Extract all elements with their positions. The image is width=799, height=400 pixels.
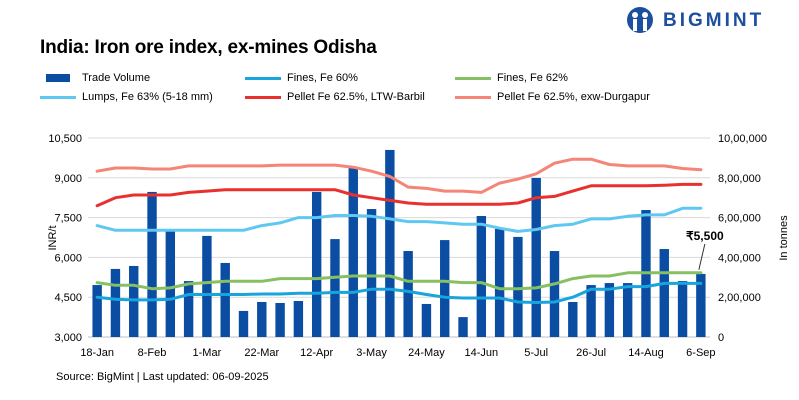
y-axis-label: INR/t [47, 225, 59, 250]
y2-tick-label: 0 [718, 332, 724, 344]
legend-label: Pellet Fe 62.5%, exw-Durgapur [497, 91, 650, 103]
trade-volume-bar [202, 235, 212, 337]
y-tick-label: 9,000 [54, 173, 82, 185]
legend-swatch [245, 95, 281, 99]
x-tick-label: 14-Aug [628, 347, 663, 359]
y2-tick-label: 6,00,000 [718, 213, 761, 225]
fines-62-line [95, 271, 703, 291]
legend-item: Fines, Fe 60% [245, 72, 358, 84]
legend-label: Trade Volume [82, 72, 151, 84]
trade-volume-bar [403, 251, 413, 337]
x-tick-label: 8-Feb [138, 347, 167, 359]
legend-swatch [40, 95, 76, 99]
trade-volume-bar [311, 191, 322, 337]
logo-text: BIGMINT [663, 10, 765, 31]
trade-volume-bar [92, 285, 102, 337]
x-tick-label: 3-May [356, 347, 387, 359]
x-tick-label: 22-Mar [244, 347, 279, 359]
trade-volume-bar [458, 317, 468, 337]
y2-tick-label: 2,00,000 [718, 292, 761, 304]
y-tick-label: 4,500 [54, 292, 82, 304]
x-tick-label: 1-Mar [193, 347, 222, 359]
legend-label: Fines, Fe 60% [287, 72, 358, 84]
trade-volume-bar [275, 302, 285, 337]
legend-swatch [455, 95, 491, 99]
fines-60-line [95, 281, 703, 304]
y2-tick-label: 4,00,000 [718, 252, 761, 264]
trade-volume-bar [165, 230, 176, 337]
trade-volume-bar [147, 191, 157, 337]
pellet-ltw-barbil-line [95, 182, 703, 208]
trade-volume-bar [568, 301, 578, 337]
x-tick-label: 26-Jul [576, 347, 606, 359]
legend-item: Trade Volume [40, 72, 150, 84]
price-annotation: ₹5,500 [686, 229, 724, 243]
trade-volume-bar [604, 283, 615, 337]
trade-volume-bar [622, 283, 633, 337]
trade-volume-bar [220, 262, 230, 337]
legend-swatch [46, 74, 70, 82]
y2-axis-label: In tonnes [778, 215, 790, 261]
trade-volume-bar [476, 216, 487, 337]
trade-volume-bar [440, 240, 450, 337]
chart-title: India: Iron ore index, ex-mines Odisha [40, 37, 377, 58]
legend-label: Fines, Fe 62% [497, 72, 568, 84]
y2-tick-label: 10,00,000 [718, 133, 767, 145]
trade-volume-bar [421, 303, 432, 337]
trade-volume-bar [549, 251, 560, 337]
trade-volume-bar [494, 228, 505, 337]
legend-swatch [245, 76, 281, 80]
trade-volume-bar [531, 177, 541, 337]
trade-volume-bar [513, 236, 523, 337]
pellet-durgapur-line [95, 157, 703, 194]
trade-volume-bar [129, 265, 139, 337]
trade-volume-bar [385, 149, 395, 337]
legend-item: Pellet Fe 62.5%, exw-Durgapur [455, 91, 650, 103]
legend-item: Pellet Fe 62.5%, LTW-Barbil [245, 91, 425, 103]
trade-volume-bar [586, 285, 596, 337]
legend-label: Pellet Fe 62.5%, LTW-Barbil [287, 91, 425, 103]
y-tick-label: 7,500 [54, 213, 82, 225]
trade-volume-bar [238, 310, 249, 337]
legend-swatch [455, 76, 491, 80]
trade-volume-bar [330, 239, 340, 337]
annotation-leader-line [698, 243, 706, 270]
bigmint-logo-icon [627, 7, 653, 33]
y-tick-label: 10,500 [48, 133, 82, 145]
x-tick-label: 5-Jul [524, 347, 548, 359]
trade-volume-bar [677, 281, 688, 337]
x-tick-label: 12-Apr [300, 347, 333, 359]
y-tick-label: 6,000 [54, 252, 82, 264]
trade-volume-bar [257, 301, 267, 337]
x-tick-label: 6-Sep [686, 347, 715, 359]
trade-volume-bar [293, 300, 304, 337]
legend-item: Fines, Fe 62% [455, 72, 568, 84]
trade-volume-bar [348, 168, 358, 337]
x-tick-label: 24-May [408, 347, 445, 359]
x-tick-label: 14-Jun [465, 347, 499, 359]
trade-volume-bar [183, 281, 194, 337]
legend-label: Lumps, Fe 63% (5-18 mm) [82, 91, 213, 103]
bigmint-logo: BIGMINT [625, 6, 764, 36]
lumps-63-line [95, 206, 703, 233]
trade-volume-bar [366, 209, 377, 337]
source-note: Source: BigMint | Last updated: 06-09-20… [56, 371, 269, 383]
trade-volume-bar [110, 268, 121, 337]
x-tick-label: 18-Jan [80, 347, 114, 359]
legend-item: Lumps, Fe 63% (5-18 mm) [40, 91, 213, 103]
trade-volume-bar [696, 273, 706, 337]
y-tick-label: 3,000 [54, 332, 82, 344]
y2-tick-label: 8,00,000 [718, 173, 761, 185]
trade-volume-bar [659, 249, 669, 337]
